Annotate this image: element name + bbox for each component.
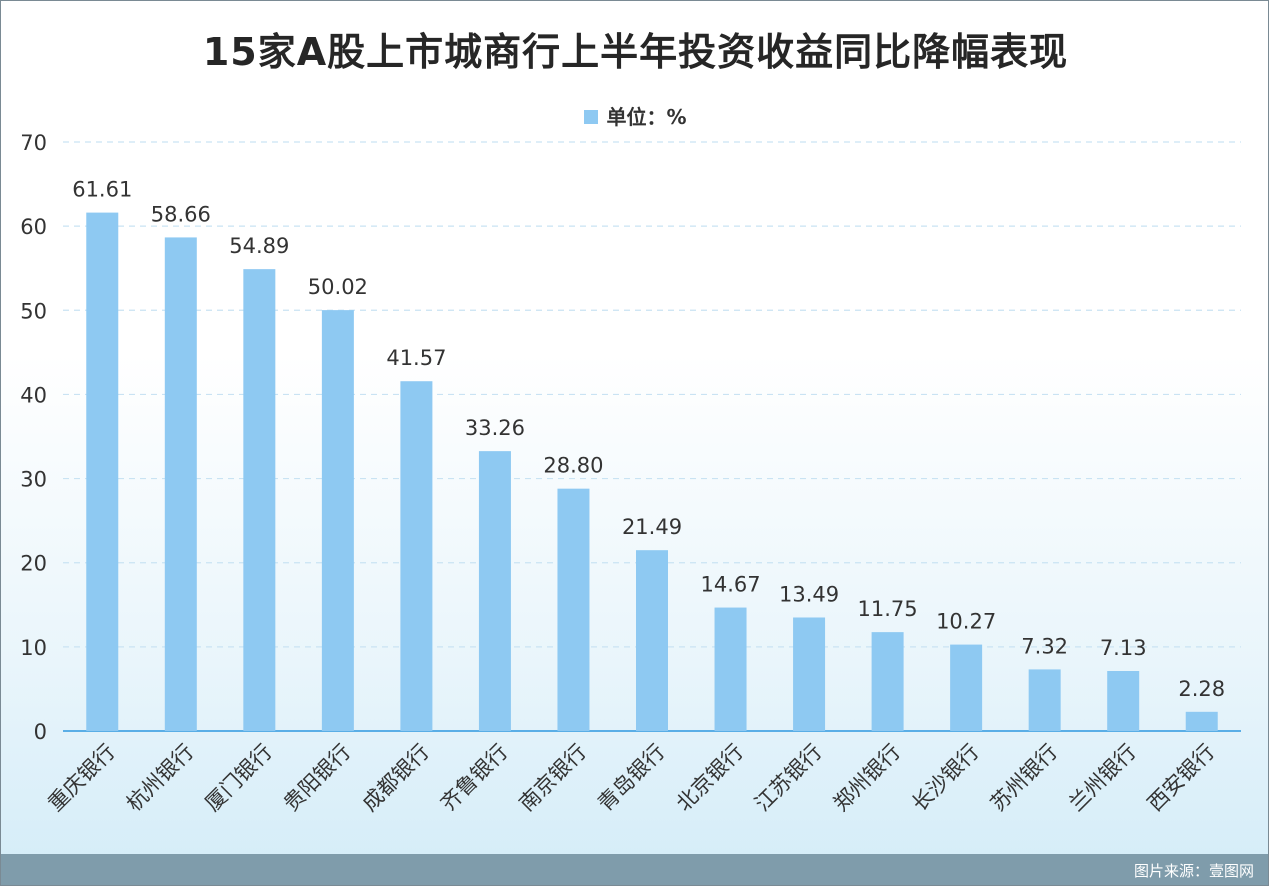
x-tick-label: 厦门银行 [201,740,277,816]
legend-swatch [584,109,599,124]
bar [557,488,590,731]
bar [950,644,983,731]
bar [86,212,119,732]
data-label: 61.61 [72,178,132,202]
data-label: 41.57 [386,346,446,370]
data-label: 54.89 [229,234,289,258]
x-tick-label: 南京银行 [515,740,591,816]
y-tick-label: 40 [20,383,47,407]
bar [243,269,276,731]
data-label: 21.49 [622,515,682,539]
y-tick-label: 0 [34,720,47,744]
bar [636,550,668,731]
data-label: 14.67 [700,573,760,597]
bar [1185,711,1218,731]
data-label: 7.32 [1021,634,1068,658]
data-label: 33.26 [465,416,525,440]
y-tick-label: 20 [20,552,47,576]
y-tick-label: 30 [20,468,47,492]
data-label: 58.66 [151,202,211,226]
bar [164,237,197,731]
bar [400,381,433,731]
x-tick-label: 兰州银行 [1064,740,1140,816]
data-label: 13.49 [779,582,839,606]
y-tick-label: 50 [20,299,47,323]
legend-label: 单位：% [606,105,687,129]
x-tick-label: 齐鲁银行 [436,740,512,816]
x-tick-label: 成都银行 [358,740,434,816]
x-tick-label: 北京银行 [672,740,748,816]
x-tick-label: 重庆银行 [43,740,119,816]
x-tick-label: 郑州银行 [829,740,905,816]
x-tick-label: 西安银行 [1143,740,1219,816]
chart-title: 15家A股上市城商行上半年投资收益同比降幅表现 [202,30,1069,74]
data-label: 50.02 [308,275,368,299]
data-label: 7.13 [1100,636,1147,660]
bar [321,310,354,731]
y-tick-label: 70 [20,131,47,155]
y-tick-label: 60 [20,215,47,239]
x-tick-label: 苏州银行 [986,740,1062,816]
bar [1107,671,1140,731]
footer-bar: 图片来源：壹图网 [1,854,1268,885]
bar [793,617,826,731]
data-label: 28.80 [543,454,603,478]
data-label: 11.75 [858,597,918,621]
x-tick-label: 贵阳银行 [279,740,355,816]
data-label: 10.27 [936,610,996,634]
x-tick-label: 长沙银行 [907,740,983,816]
legend: 单位：% [1,101,1268,130]
bar [478,451,511,731]
x-tick-label: 江苏银行 [750,740,826,816]
y-tick-label: 10 [20,636,47,660]
bar [1028,669,1061,731]
bar [871,632,904,731]
x-tick-label: 青岛银行 [593,740,669,816]
x-tick-label: 杭州银行 [122,740,198,816]
bar [714,607,747,731]
data-label: 2.28 [1178,677,1225,701]
image-source: 图片来源：壹图网 [1133,862,1254,880]
